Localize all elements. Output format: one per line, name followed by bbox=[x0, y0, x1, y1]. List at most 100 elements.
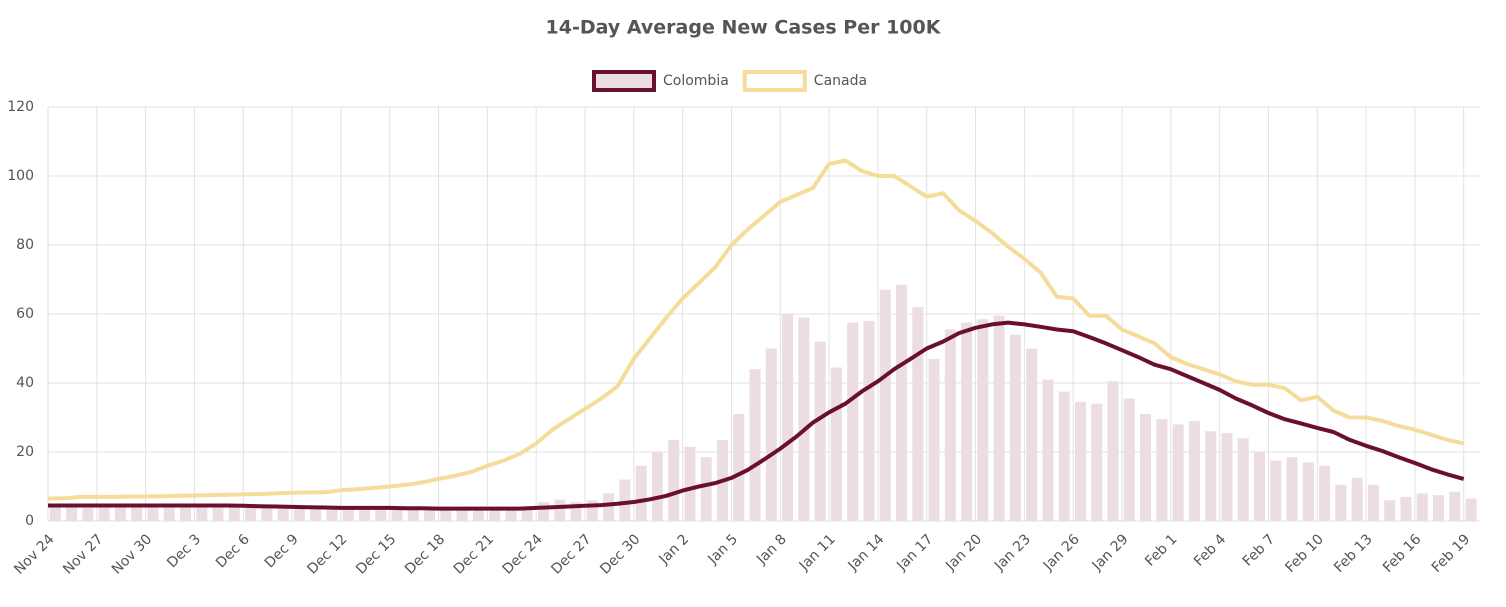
bar bbox=[49, 507, 61, 521]
bar bbox=[359, 508, 371, 521]
bar bbox=[977, 319, 989, 521]
y-tick-label: 40 bbox=[16, 375, 34, 391]
y-tick-label: 60 bbox=[16, 306, 34, 322]
bar bbox=[212, 507, 224, 521]
x-tick-label: Feb 16 bbox=[1380, 531, 1425, 576]
bar bbox=[1123, 398, 1135, 521]
x-tick-label: Feb 13 bbox=[1331, 531, 1376, 576]
bar bbox=[310, 506, 322, 521]
bar bbox=[1465, 498, 1477, 521]
x-tick-label: Dec 30 bbox=[597, 531, 643, 577]
bar bbox=[82, 507, 94, 521]
bar bbox=[277, 507, 289, 521]
x-tick-label: Jan 14 bbox=[845, 531, 888, 574]
bar bbox=[489, 507, 501, 521]
x-tick-label: Jan 26 bbox=[1040, 531, 1083, 574]
bar bbox=[1433, 495, 1445, 521]
x-tick-label: Jan 17 bbox=[893, 531, 936, 574]
bar bbox=[1319, 465, 1331, 521]
x-tick-label: Dec 24 bbox=[500, 531, 546, 577]
bar bbox=[1416, 493, 1428, 521]
bar bbox=[228, 507, 240, 521]
x-tick-label: Feb 1 bbox=[1142, 531, 1180, 569]
bar bbox=[554, 499, 566, 521]
bar bbox=[1237, 438, 1249, 521]
bar bbox=[944, 329, 956, 521]
bar bbox=[1156, 419, 1168, 521]
x-tick-label: Jan 23 bbox=[991, 531, 1034, 574]
bar bbox=[586, 500, 598, 521]
bar bbox=[1400, 496, 1412, 521]
y-tick-label: 120 bbox=[7, 99, 34, 115]
x-tick-label: Dec 9 bbox=[262, 531, 302, 571]
x-tick-label: Dec 3 bbox=[164, 531, 204, 571]
bar bbox=[733, 414, 745, 521]
legend-label: Canada bbox=[814, 73, 867, 89]
bar bbox=[1367, 484, 1379, 521]
x-tick-label: Dec 6 bbox=[213, 531, 253, 571]
x-tick-label: Dec 12 bbox=[304, 531, 350, 577]
bar bbox=[180, 506, 192, 521]
x-tick-label: Nov 24 bbox=[11, 531, 57, 577]
x-tick-label: Jan 5 bbox=[704, 531, 741, 568]
bar bbox=[668, 439, 680, 521]
bar bbox=[66, 506, 78, 521]
bar bbox=[1058, 391, 1070, 521]
x-tick-label: Jan 2 bbox=[656, 531, 693, 568]
bar bbox=[1335, 484, 1347, 521]
bar bbox=[863, 320, 875, 521]
bar bbox=[912, 307, 924, 521]
bar bbox=[163, 507, 175, 521]
chart-title: 14-Day Average New Cases Per 100K bbox=[546, 17, 942, 39]
bar bbox=[456, 508, 468, 521]
bar bbox=[928, 358, 940, 521]
bar bbox=[1172, 424, 1184, 521]
bar bbox=[1351, 477, 1363, 521]
bar bbox=[1254, 452, 1266, 521]
bar bbox=[635, 465, 647, 521]
bar bbox=[1449, 491, 1461, 521]
bar bbox=[147, 506, 159, 521]
x-tick-label: Jan 20 bbox=[942, 531, 985, 574]
x-tick-label: Jan 29 bbox=[1089, 531, 1132, 574]
bar bbox=[391, 508, 403, 521]
line bbox=[47, 158, 1465, 501]
bar bbox=[1221, 433, 1233, 521]
bar bbox=[1042, 379, 1054, 521]
bar bbox=[440, 507, 452, 521]
legend-item: Canada bbox=[742, 70, 867, 92]
bar bbox=[847, 322, 859, 521]
x-tick-label: Dec 27 bbox=[548, 531, 594, 577]
bar bbox=[196, 506, 208, 521]
bar bbox=[505, 507, 517, 521]
bar bbox=[700, 457, 712, 521]
bar bbox=[1107, 381, 1119, 521]
bar bbox=[961, 322, 973, 521]
bar bbox=[798, 317, 810, 521]
legend-label: Colombia bbox=[663, 73, 729, 89]
y-tick-label: 80 bbox=[16, 237, 34, 253]
bar bbox=[1270, 460, 1282, 521]
bar bbox=[1302, 462, 1314, 521]
x-tick-label: Dec 21 bbox=[451, 531, 497, 577]
bar bbox=[782, 314, 794, 521]
bar bbox=[1091, 403, 1103, 521]
bar bbox=[1205, 431, 1217, 521]
bar bbox=[1026, 348, 1038, 521]
x-tick-label: Jan 8 bbox=[753, 531, 790, 568]
legend-swatch bbox=[742, 70, 807, 92]
x-tick-label: Feb 7 bbox=[1240, 531, 1278, 569]
bar bbox=[1188, 420, 1200, 521]
bar bbox=[424, 508, 436, 521]
bar bbox=[293, 507, 305, 521]
bar bbox=[879, 289, 891, 521]
bar bbox=[993, 315, 1005, 521]
bar bbox=[1384, 500, 1396, 521]
bar bbox=[1140, 414, 1152, 521]
bar bbox=[342, 507, 354, 521]
bar bbox=[407, 507, 419, 521]
x-tick-label: Dec 18 bbox=[402, 531, 448, 577]
bar bbox=[261, 507, 273, 521]
bar bbox=[684, 446, 696, 521]
